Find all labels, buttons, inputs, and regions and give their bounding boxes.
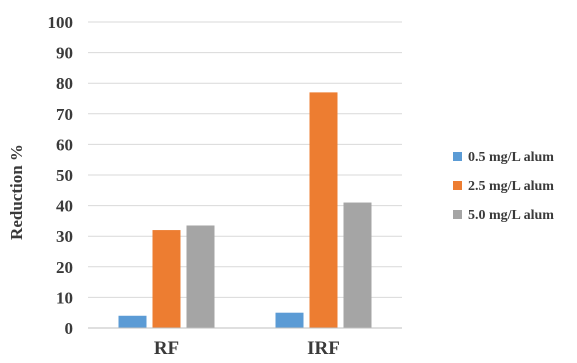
y-tick-label: 90	[56, 44, 73, 63]
x-category-label: RF	[154, 338, 179, 358]
y-tick-label: 60	[56, 135, 73, 154]
legend: 0.5 mg/L alum 2.5 mg/L alum 5.0 mg/L alum	[453, 150, 554, 223]
x-category-label: IRF	[307, 338, 340, 358]
legend-swatch	[453, 210, 462, 219]
bar-irf-series-1	[275, 312, 304, 328]
bar-rf-series-1	[118, 315, 147, 328]
bar-irf-series-3	[343, 202, 372, 328]
legend-swatch	[453, 152, 462, 161]
y-tick-label: 50	[56, 166, 73, 185]
legend-label: 2.5 mg/L alum	[468, 179, 554, 194]
y-tick-label: 30	[56, 227, 73, 246]
y-axis-title: Reduction %	[7, 144, 26, 240]
y-tick-label: 10	[56, 288, 73, 307]
y-tick-label: 20	[56, 258, 73, 277]
y-tick-label: 70	[56, 105, 73, 124]
y-axis-ticks: 0 10 20 30 40 50 60 70 80 90 100	[48, 13, 74, 338]
bar-rf-series-3	[186, 225, 215, 328]
bar-irf-series-2	[309, 92, 338, 328]
y-tick-label: 40	[56, 197, 73, 216]
legend-label: 5.0 mg/L alum	[468, 208, 554, 223]
legend-label: 0.5 mg/L alum	[468, 150, 554, 165]
x-axis-categories: RF IRF	[154, 338, 340, 359]
bar-rf-series-2	[152, 230, 181, 328]
gridlines	[88, 21, 402, 298]
legend-swatch	[453, 181, 462, 190]
y-tick-label: 100	[48, 13, 74, 32]
bars	[118, 92, 372, 328]
y-tick-label: 80	[56, 74, 73, 93]
y-tick-label: 0	[65, 319, 74, 338]
